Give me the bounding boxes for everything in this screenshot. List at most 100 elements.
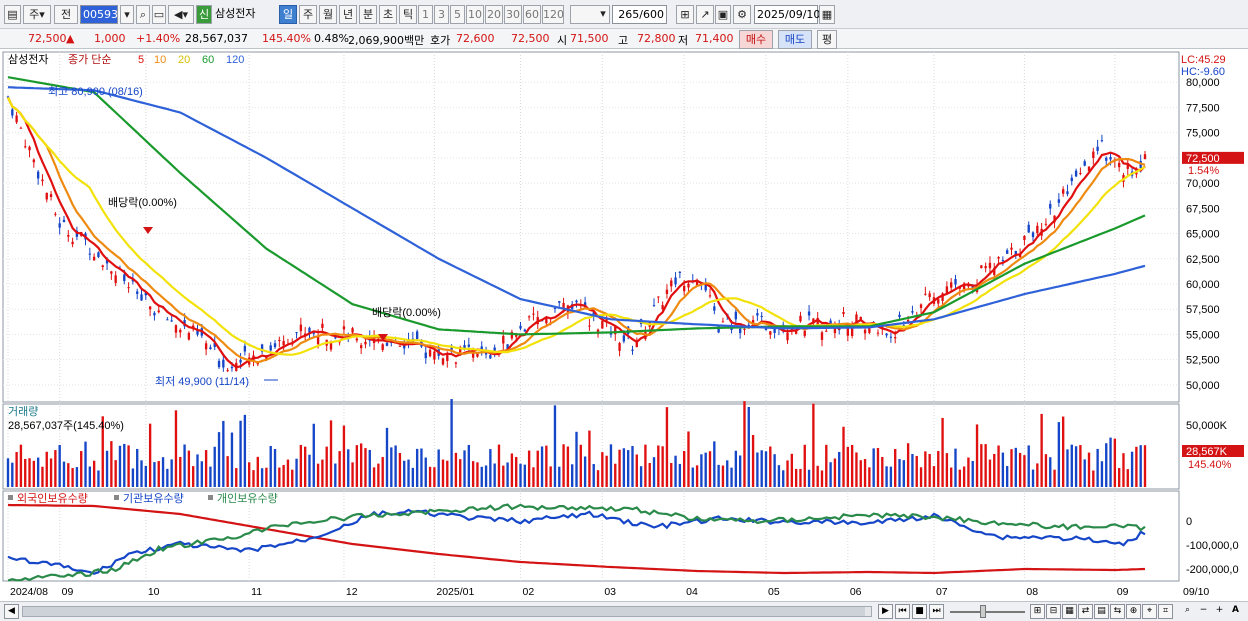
sound-icon[interactable]: ◀▾ — [168, 5, 194, 24]
ma-20-line — [7, 97, 1146, 356]
candle-body — [136, 291, 139, 294]
zoom-out-icon[interactable]: − — [1199, 605, 1208, 615]
candle-body — [592, 312, 595, 315]
tool-1-icon[interactable]: ⊞ — [1030, 604, 1045, 619]
price-tick-2: 75,000 — [1186, 128, 1220, 140]
font-size-icon[interactable]: A — [1232, 605, 1239, 615]
volume-bar — [782, 470, 785, 487]
tool-8-icon[interactable]: ⌖ — [1142, 604, 1157, 619]
favorite-list-icon[interactable]: ▭ — [152, 5, 166, 24]
eval-button[interactable]: 평 — [817, 30, 837, 49]
volume-last-pct: 145.40% — [1188, 459, 1232, 471]
zoom-slider[interactable] — [950, 611, 1025, 613]
tool-7-icon[interactable]: ⊕ — [1126, 604, 1141, 619]
volume-bar — [682, 451, 686, 487]
dividend-label-1: 배당락(0.00%) — [108, 196, 177, 209]
trade-amount: 2,069,900백만 — [348, 34, 425, 47]
volume-bar — [136, 448, 139, 487]
chart-menu-icon[interactable]: ▤ — [4, 5, 21, 24]
candle-body — [950, 282, 953, 288]
holdings-tick-1: -100,000,0 — [1186, 540, 1239, 552]
volume-bar — [678, 463, 682, 487]
volume-bar — [415, 448, 419, 487]
interval-tab-20[interactable]: 20 — [485, 5, 503, 24]
high-note: 최고 80,900 (08/16) — [48, 85, 143, 98]
period-tab-6[interactable]: 틱 — [399, 5, 417, 24]
scrollbar-track[interactable] — [22, 606, 872, 617]
zoom-in-icon[interactable]: + — [1215, 605, 1224, 615]
period-tab-0[interactable]: 일 — [279, 5, 297, 24]
code-dropdown-icon[interactable]: ▾ — [120, 5, 134, 24]
volume-bar — [372, 467, 376, 487]
count-field[interactable]: 265/600 — [612, 5, 667, 24]
candle-body — [213, 342, 216, 347]
volume-bar — [786, 460, 789, 487]
candle-body — [980, 265, 983, 269]
candle-body — [575, 300, 578, 303]
stock-code-input[interactable]: 005930 — [80, 5, 125, 24]
interval-tab-120[interactable]: 120 — [542, 5, 564, 24]
date-field[interactable]: 2025/09/10 — [754, 5, 820, 24]
turnover-rate: 0.48% — [314, 32, 349, 45]
interval-tab-10[interactable]: 10 — [466, 5, 484, 24]
buy-button[interactable]: 매수 — [739, 30, 773, 49]
tool-3-icon[interactable]: ▦ — [1062, 604, 1077, 619]
period-tab-3[interactable]: 년 — [339, 5, 357, 24]
interval-tab-3[interactable]: 3 — [434, 5, 449, 24]
draw-tool-icon[interactable]: ↗ — [696, 5, 714, 24]
tool-5-icon[interactable]: ▤ — [1094, 604, 1109, 619]
zoom-handle[interactable] — [980, 605, 986, 618]
volume-bar — [919, 467, 923, 487]
candle-body — [846, 328, 850, 336]
candle-body — [713, 306, 716, 311]
stop-icon[interactable]: ■ — [912, 604, 927, 619]
candle-body — [756, 313, 759, 316]
period-tab-5[interactable]: 초 — [379, 5, 397, 24]
interval-tab-60[interactable]: 60 — [523, 5, 541, 24]
interval-input[interactable] — [570, 5, 610, 24]
tool-2-icon[interactable]: ⊟ — [1046, 604, 1061, 619]
candle-body — [812, 318, 815, 324]
volume-bar — [657, 445, 660, 487]
scrollbar-thumb[interactable] — [23, 607, 865, 616]
candle-body — [467, 344, 471, 347]
candle-body — [510, 331, 514, 339]
gear-icon[interactable]: ⚙ — [733, 5, 751, 24]
period-tab-1[interactable]: 주 — [299, 5, 317, 24]
interval-tab-5[interactable]: 5 — [450, 5, 465, 24]
interval-dropdown-icon[interactable]: ▾ — [600, 7, 606, 20]
volume-bar — [713, 441, 716, 487]
period-tab-2[interactable]: 월 — [319, 5, 337, 24]
tool-6-icon[interactable]: ⇆ — [1110, 604, 1125, 619]
interval-tab-30[interactable]: 30 — [504, 5, 522, 24]
volume-bar — [273, 449, 277, 487]
scroll-right-icon[interactable]: ▶ — [878, 604, 893, 619]
calendar-icon[interactable]: ▦ — [819, 5, 835, 24]
prev-button[interactable]: 전 — [54, 5, 78, 24]
save-icon[interactable]: ▣ — [715, 5, 731, 24]
candle-body — [415, 331, 419, 340]
sell-button[interactable]: 매도 — [778, 30, 812, 49]
volume-bar — [614, 463, 617, 487]
first-icon[interactable]: ⏮ — [895, 604, 910, 619]
volume-tick: 50,000K — [1186, 420, 1228, 432]
volume-bar — [446, 460, 449, 487]
chart-svg[interactable]: 80,000 77,500 75,000 72,500 70,000 67,500 65,0… — [0, 49, 1248, 601]
compare-icon[interactable]: ⊞ — [676, 5, 694, 24]
tool-4-icon[interactable]: ⇄ — [1078, 604, 1093, 619]
volume-bar — [850, 444, 854, 487]
tool-9-icon[interactable]: ⌗ — [1158, 604, 1173, 619]
scroll-left-icon[interactable]: ◀ — [4, 604, 19, 619]
volume-bar — [945, 453, 949, 487]
period-tab-4[interactable]: 분 — [359, 5, 377, 24]
zoom-icon[interactable]: ⌕ — [1184, 605, 1191, 615]
volume-bar — [575, 431, 578, 487]
interval-tab-1[interactable]: 1 — [418, 5, 433, 24]
search-icon[interactable]: ⌕ — [136, 5, 150, 24]
volume-bar — [355, 445, 359, 487]
candle-body — [144, 292, 147, 296]
period-dropdown[interactable]: 주▾ — [23, 5, 51, 24]
volume-bar — [704, 452, 707, 487]
last-icon[interactable]: ⏭ — [929, 604, 944, 619]
institution-line — [7, 508, 1146, 575]
